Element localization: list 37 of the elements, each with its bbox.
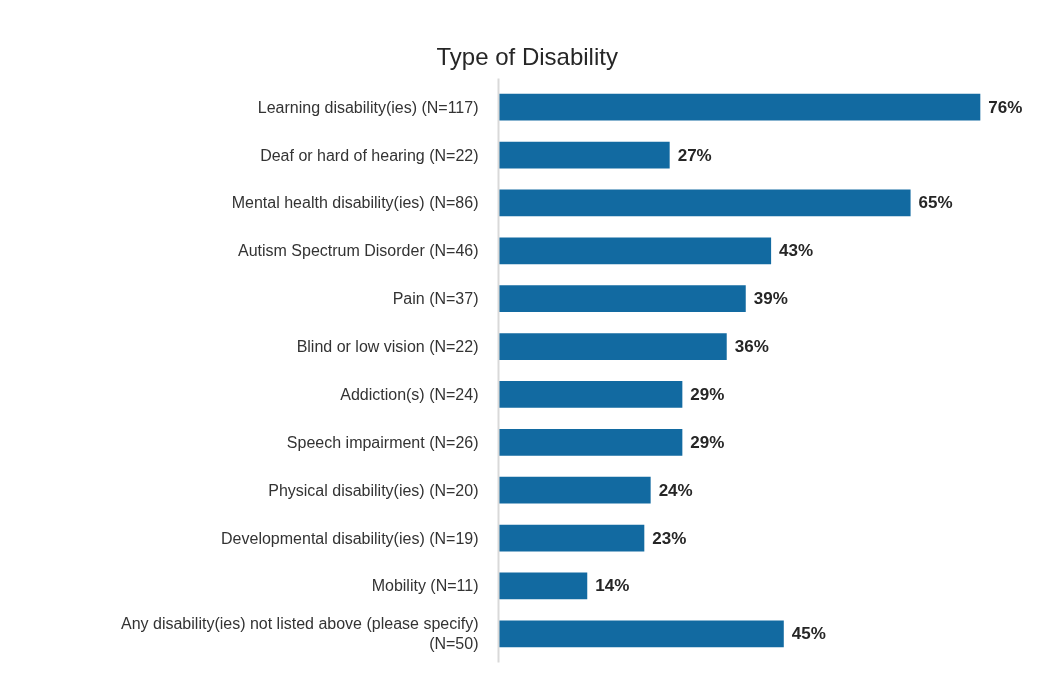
chart-title: Type of Disability <box>436 42 618 70</box>
y-tick-label: Speech impairment (N=26) <box>286 433 479 451</box>
y-tick-label: Mental health disability(ies) (N=86) <box>231 194 479 212</box>
data-label: 76% <box>988 97 1023 117</box>
bar <box>498 572 588 600</box>
y-tick-label: Pain (N=37) <box>392 290 479 308</box>
data-label: 36% <box>734 337 769 357</box>
y-tick-label: Addiction(s) (N=24) <box>340 385 479 403</box>
bar <box>498 333 727 360</box>
data-label: 29% <box>690 432 725 452</box>
bar <box>498 93 981 121</box>
y-tick-label: Developmental disability(ies) (N=19) <box>221 529 479 547</box>
y-tick-label: Mobility (N=11) <box>371 577 479 595</box>
bar <box>498 381 683 408</box>
y-tick-label: Any disability(ies) not listed above (please specify) (N=50) <box>121 615 479 653</box>
y-tick-label: Blind or low vision (N=22) <box>296 338 479 356</box>
bar <box>498 285 746 313</box>
bar <box>498 189 911 217</box>
bar <box>498 476 651 504</box>
bar <box>498 620 784 648</box>
y-tick-label: Deaf or hard of hearing (N=22) <box>260 146 479 164</box>
bar <box>498 237 772 265</box>
data-label: 29% <box>690 384 725 404</box>
bar <box>498 141 670 169</box>
data-label: 45% <box>791 624 826 644</box>
data-label: 27% <box>677 145 712 165</box>
data-label: 23% <box>652 528 687 548</box>
data-label: 43% <box>779 241 814 261</box>
y-tick-label: Learning disability(ies) (N=117) <box>257 98 479 116</box>
y-tick-label: Physical disability(ies) (N=20) <box>268 481 479 499</box>
y-tick-label: Autism Spectrum Disorder (N=46) <box>237 242 479 260</box>
bar <box>498 524 645 552</box>
data-label: 65% <box>918 193 953 213</box>
bar <box>498 428 683 456</box>
data-label: 14% <box>595 576 630 596</box>
data-label: 39% <box>753 289 788 309</box>
data-label: 24% <box>658 480 693 500</box>
